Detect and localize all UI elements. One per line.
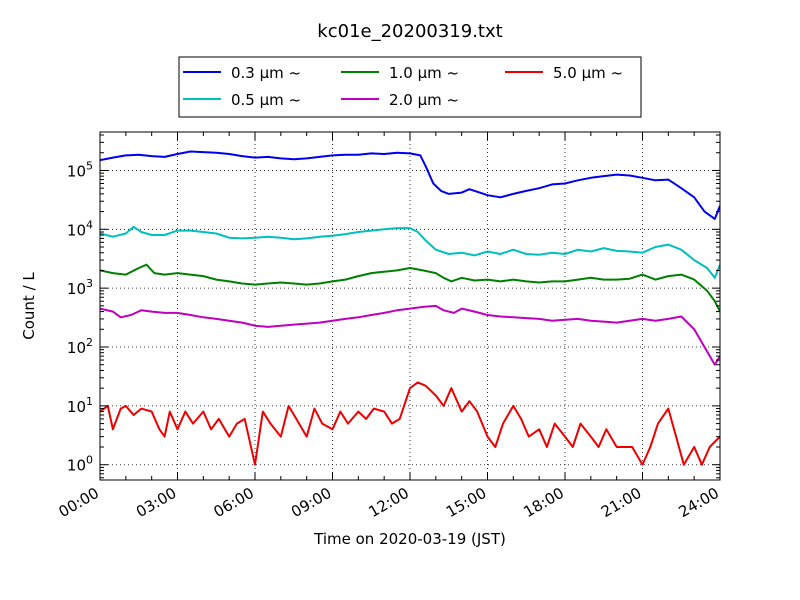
y-tick-label: 101 (67, 395, 93, 416)
series-lines (100, 150, 720, 466)
series-line-4 (100, 381, 720, 466)
x-tick-label: 15:00 (443, 484, 489, 521)
legend-item: 1.0 μm ~ (341, 64, 459, 82)
series-line-0 (100, 150, 720, 220)
y-tick-label: 104 (67, 218, 93, 239)
x-tick-label: 06:00 (211, 484, 257, 521)
series-line-2 (100, 263, 720, 313)
legend: 0.3 μm ~ 0.5 μm ~ 1.0 μm ~ 2.0 μm ~ 5.0 μm ~ (178, 56, 642, 118)
x-tick-label: 21:00 (598, 484, 644, 521)
chart-title: kc01e_20200319.txt (317, 21, 502, 42)
legend-box (178, 56, 642, 118)
x-tick-label: 00:00 (56, 484, 102, 521)
legend-item: 0.3 μm ~ (183, 64, 301, 82)
x-tick-label: 18:00 (521, 484, 567, 521)
x-tick-labels: 00:00 03:00 06:00 09:00 12:00 15:00 18:00 21:00… (56, 484, 722, 521)
axis-ticks (99, 132, 721, 480)
legend-label: 1.0 μm ~ (389, 64, 459, 82)
y-tick-labels: 100 101 102 103 104 105 (67, 159, 93, 474)
y-tick-label: 102 (67, 336, 93, 357)
x-tick-label: 03:00 (133, 484, 179, 521)
legend-label: 2.0 μm ~ (389, 91, 459, 109)
legend-item: 2.0 μm ~ (341, 91, 459, 109)
legend-label: 0.5 μm ~ (231, 91, 301, 109)
y-tick-label: 100 (67, 454, 93, 475)
x-axis-label: Time on 2020-03-19 (JST) (313, 530, 506, 548)
series-line-1 (100, 225, 720, 279)
legend-label: 0.3 μm ~ (231, 64, 301, 82)
x-tick-label: 24:00 (676, 484, 722, 521)
y-tick-label: 105 (67, 159, 93, 180)
x-tick-label: 12:00 (366, 484, 412, 521)
grid-lines (100, 132, 720, 480)
legend-item: 0.5 μm ~ (183, 91, 301, 109)
plot-area (99, 131, 721, 481)
x-tick-label: 09:00 (288, 484, 334, 521)
y-axis-label: Count / L (20, 272, 38, 340)
legend-item: 5.0 μm ~ (505, 64, 623, 82)
legend-label: 5.0 μm ~ (553, 64, 623, 82)
series-line-3 (100, 304, 720, 366)
y-tick-label: 103 (67, 277, 93, 298)
